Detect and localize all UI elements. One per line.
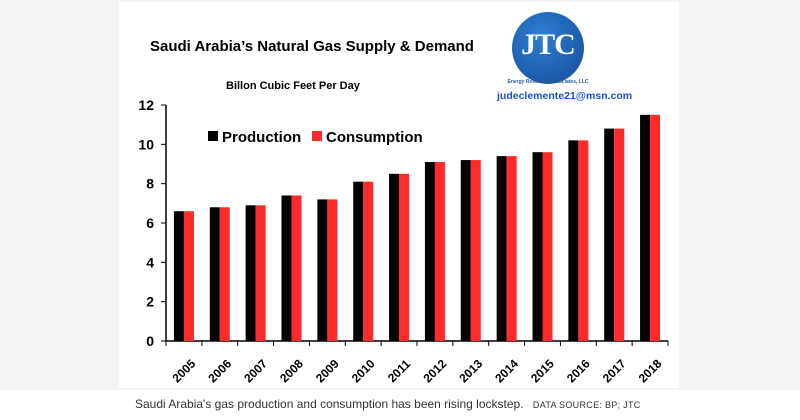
x-tick-label: 2014	[492, 356, 521, 385]
x-tick-label: 2012	[421, 356, 450, 385]
bar-consumption-2005	[183, 211, 194, 341]
chart-subtitle: Billon Cubic Feet Per Day	[226, 80, 361, 92]
x-tick-label: 2006	[205, 356, 234, 385]
bar-consumption-2017	[614, 128, 625, 341]
x-tick-label: 2017	[600, 356, 629, 385]
bar-consumption-2009	[327, 199, 338, 341]
x-tick-label: 2011	[385, 357, 414, 386]
logo-subtext: Energy Research Associates, LLC	[507, 79, 589, 85]
bar-chart: Saudi Arabia’s Natural Gas Supply & Dema…	[138, 38, 669, 386]
chart-title: Saudi Arabia’s Natural Gas Supply & Dema…	[150, 38, 474, 55]
bar-consumption-2006	[219, 207, 230, 341]
bar-production-2011	[389, 173, 400, 341]
bar-consumption-2012	[434, 162, 445, 341]
legend-label-production: Production	[222, 129, 301, 146]
x-tick-label: 2016	[564, 356, 593, 385]
bar-consumption-2018	[650, 114, 661, 341]
bar-consumption-2011	[399, 173, 410, 341]
bar-production-2005	[173, 211, 184, 341]
x-tick-label: 2018	[636, 356, 665, 385]
legend: Production Consumption	[208, 129, 423, 146]
logo-email: judeclemente21@msn.com	[497, 90, 633, 102]
bar-production-2009	[317, 199, 328, 341]
x-tick-label: 2005	[170, 356, 199, 385]
bar-production-2010	[353, 181, 364, 341]
bar-production-2012	[424, 162, 435, 341]
bar-production-2007	[245, 205, 256, 341]
y-tick-label: 12	[138, 97, 154, 113]
jtc-logo-icon	[512, 12, 584, 84]
caption-text: Saudi Arabia's gas production and consum…	[135, 397, 524, 411]
bar-production-2006	[209, 207, 220, 341]
bar-consumption-2008	[291, 195, 302, 341]
x-tick-label: 2010	[349, 356, 378, 385]
x-tick-label: 2015	[528, 356, 557, 385]
y-tick-label: 8	[146, 176, 154, 192]
bar-production-2016	[568, 140, 579, 341]
legend-swatch-consumption	[312, 131, 322, 141]
x-tick-label: 2008	[277, 356, 306, 385]
bar-production-2015	[532, 152, 543, 341]
bar-consumption-2015	[542, 152, 553, 341]
bars	[173, 114, 661, 341]
legend-label-consumption: Consumption	[326, 129, 423, 146]
bar-production-2018	[640, 114, 651, 341]
bar-production-2013	[460, 160, 471, 341]
y-tick-label: 4	[146, 254, 154, 270]
x-tick-label: 2009	[313, 356, 342, 385]
bar-production-2017	[604, 128, 615, 341]
y-tick-label: 6	[146, 215, 154, 231]
bar-consumption-2010	[363, 181, 374, 341]
logo-text: JTC	[521, 28, 576, 61]
bar-consumption-2016	[578, 140, 589, 341]
bar-consumption-2013	[470, 160, 481, 341]
bar-production-2008	[281, 195, 292, 341]
y-tick-label: 2	[146, 294, 154, 310]
y-tick-label: 10	[138, 136, 154, 152]
caption-source: DATA SOURCE: BP; JTC	[532, 400, 641, 410]
x-tick-label: 2013	[456, 356, 485, 385]
figure-caption: Saudi Arabia's gas production and consum…	[135, 397, 641, 411]
bar-production-2014	[496, 156, 507, 341]
bar-consumption-2014	[506, 156, 517, 341]
y-tick-label: 0	[146, 333, 154, 349]
legend-swatch-production	[208, 131, 218, 141]
x-tick-label: 2007	[241, 356, 270, 385]
bar-consumption-2007	[255, 205, 266, 341]
